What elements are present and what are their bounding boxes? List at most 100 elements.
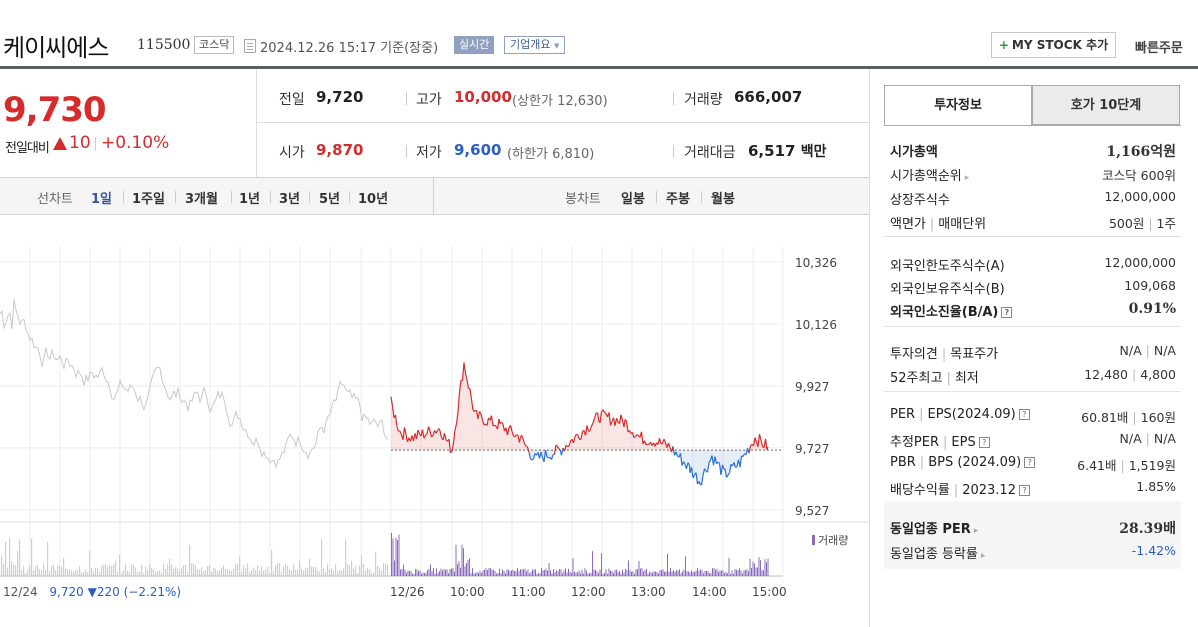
volume-bar — [554, 572, 556, 576]
foreign-limit-label: 외국인한도주식수(A) — [890, 259, 1005, 274]
x-tick-label: 14:00 — [692, 585, 727, 599]
tab-period-3m[interactable]: 3개월 — [185, 192, 218, 207]
tab-period-1y[interactable]: 1년 — [239, 192, 261, 207]
volume-bar — [335, 564, 337, 576]
volume-bar — [329, 569, 331, 576]
price-segment — [448, 439, 452, 453]
price-segment — [752, 437, 756, 446]
tab-investment-info[interactable]: 투자정보 — [884, 85, 1032, 125]
help-icon[interactable]: ? — [978, 437, 990, 448]
volume-bar — [193, 563, 195, 576]
price-segment — [679, 453, 683, 466]
volume-bar — [538, 573, 539, 576]
volume-bar — [730, 573, 731, 576]
chevron-right-icon: ▸ — [980, 551, 986, 561]
price-segment — [702, 468, 706, 476]
price-segment — [568, 440, 572, 447]
volume-bar — [478, 572, 479, 576]
sector-rate-link[interactable]: 동일업종 등락률 ▸ — [890, 547, 986, 562]
volume-bar — [267, 566, 269, 576]
help-icon[interactable]: ? — [1001, 307, 1013, 318]
sector-per-link[interactable]: 동일업종 PER ▸ — [890, 522, 979, 537]
x-tick-label: 12:00 — [571, 585, 606, 599]
volume-bar — [461, 544, 463, 576]
investment-info-panel: 투자정보 호가 10단계 시가총액 1,166억원 시가총액순위 ▸ 코스닥 60… — [869, 69, 1198, 627]
price-segment — [415, 429, 419, 440]
volume-bar — [105, 564, 107, 576]
help-icon[interactable]: ? — [1024, 457, 1036, 468]
volume-bar — [315, 566, 317, 576]
tab-period-1w[interactable]: 1주일 — [132, 192, 165, 207]
price-segment — [586, 425, 590, 432]
volume-bar — [622, 569, 623, 576]
price-segment — [432, 430, 436, 436]
company-overview-dropdown[interactable]: 기업개요 ▼ — [504, 36, 566, 54]
price-segment — [748, 445, 752, 454]
volume-bar — [509, 571, 511, 576]
volume-bar — [207, 565, 209, 576]
price-chart[interactable] — [0, 216, 869, 627]
price-segment — [596, 412, 600, 422]
tab-period-1d[interactable]: 1일 — [91, 192, 113, 207]
volume-bar — [754, 563, 755, 576]
volume-bar — [39, 569, 41, 576]
volume-bar — [676, 569, 677, 576]
volume-bar — [211, 571, 213, 576]
header-divider — [0, 66, 1198, 69]
price-segment — [577, 434, 581, 440]
volume-bar — [553, 569, 554, 576]
volume-bar — [640, 568, 641, 576]
quick-order-link[interactable]: 빠른주문 — [1135, 41, 1183, 56]
volume-bar — [643, 571, 644, 576]
volume-bar — [692, 571, 694, 576]
volume-bar — [255, 570, 257, 576]
volume-bar — [53, 564, 55, 576]
volume-bar — [191, 563, 193, 576]
price-segment — [506, 427, 510, 436]
volume-bar — [185, 565, 187, 576]
volume-bar — [109, 565, 111, 576]
pbr-label: PBR | BPS (2024.09)? — [890, 455, 1036, 470]
current-price: 9,730 — [3, 90, 107, 130]
price-segment — [427, 426, 431, 431]
volume-bar — [351, 560, 353, 576]
volume-bar — [115, 560, 117, 576]
price-segment — [741, 455, 744, 458]
volume-bar — [458, 561, 460, 576]
price-segment — [754, 437, 758, 443]
volume-bar — [249, 572, 251, 576]
volume-bar — [428, 569, 430, 576]
volume-bar — [333, 570, 335, 576]
volume-bar — [745, 570, 746, 576]
add-my-stock-button[interactable]: + MY STOCK 추가 — [991, 32, 1116, 58]
volume-bar — [331, 568, 333, 576]
tab-period-3y[interactable]: 3년 — [279, 192, 301, 207]
tab-candle-week[interactable]: 주봉 — [666, 192, 690, 207]
tab-candle-month[interactable]: 월봉 — [711, 192, 735, 207]
volume-bar — [686, 571, 688, 576]
volume-bar — [716, 568, 718, 576]
volume-legend: 거래량 — [812, 532, 848, 548]
volume-bar — [319, 571, 321, 576]
volume-bar — [175, 567, 177, 576]
volume-bar — [584, 568, 586, 576]
price-segment — [403, 427, 407, 435]
market-cap-rank-link[interactable]: 시가총액순위 ▸ — [890, 169, 970, 184]
volume-bar — [445, 569, 446, 576]
help-icon[interactable]: ? — [1018, 485, 1030, 496]
tab-orderbook-10[interactable]: 호가 10단계 — [1032, 85, 1180, 125]
price-segment — [528, 452, 532, 459]
volume-bar — [581, 569, 583, 576]
volume-bar — [261, 566, 263, 576]
tab-candle-day[interactable]: 일봉 — [621, 192, 645, 207]
tab-period-5y[interactable]: 5년 — [319, 192, 341, 207]
tab-period-10y[interactable]: 10년 — [358, 192, 389, 207]
price-segment — [593, 412, 597, 419]
volume-bar — [443, 569, 445, 576]
volume-bar — [135, 567, 137, 576]
price-segment — [625, 420, 629, 433]
price-segment — [425, 433, 428, 436]
help-icon[interactable]: ? — [1018, 409, 1030, 420]
realtime-badge[interactable]: 실시간 — [454, 36, 495, 54]
x-tick-label: 13:00 — [631, 585, 666, 599]
